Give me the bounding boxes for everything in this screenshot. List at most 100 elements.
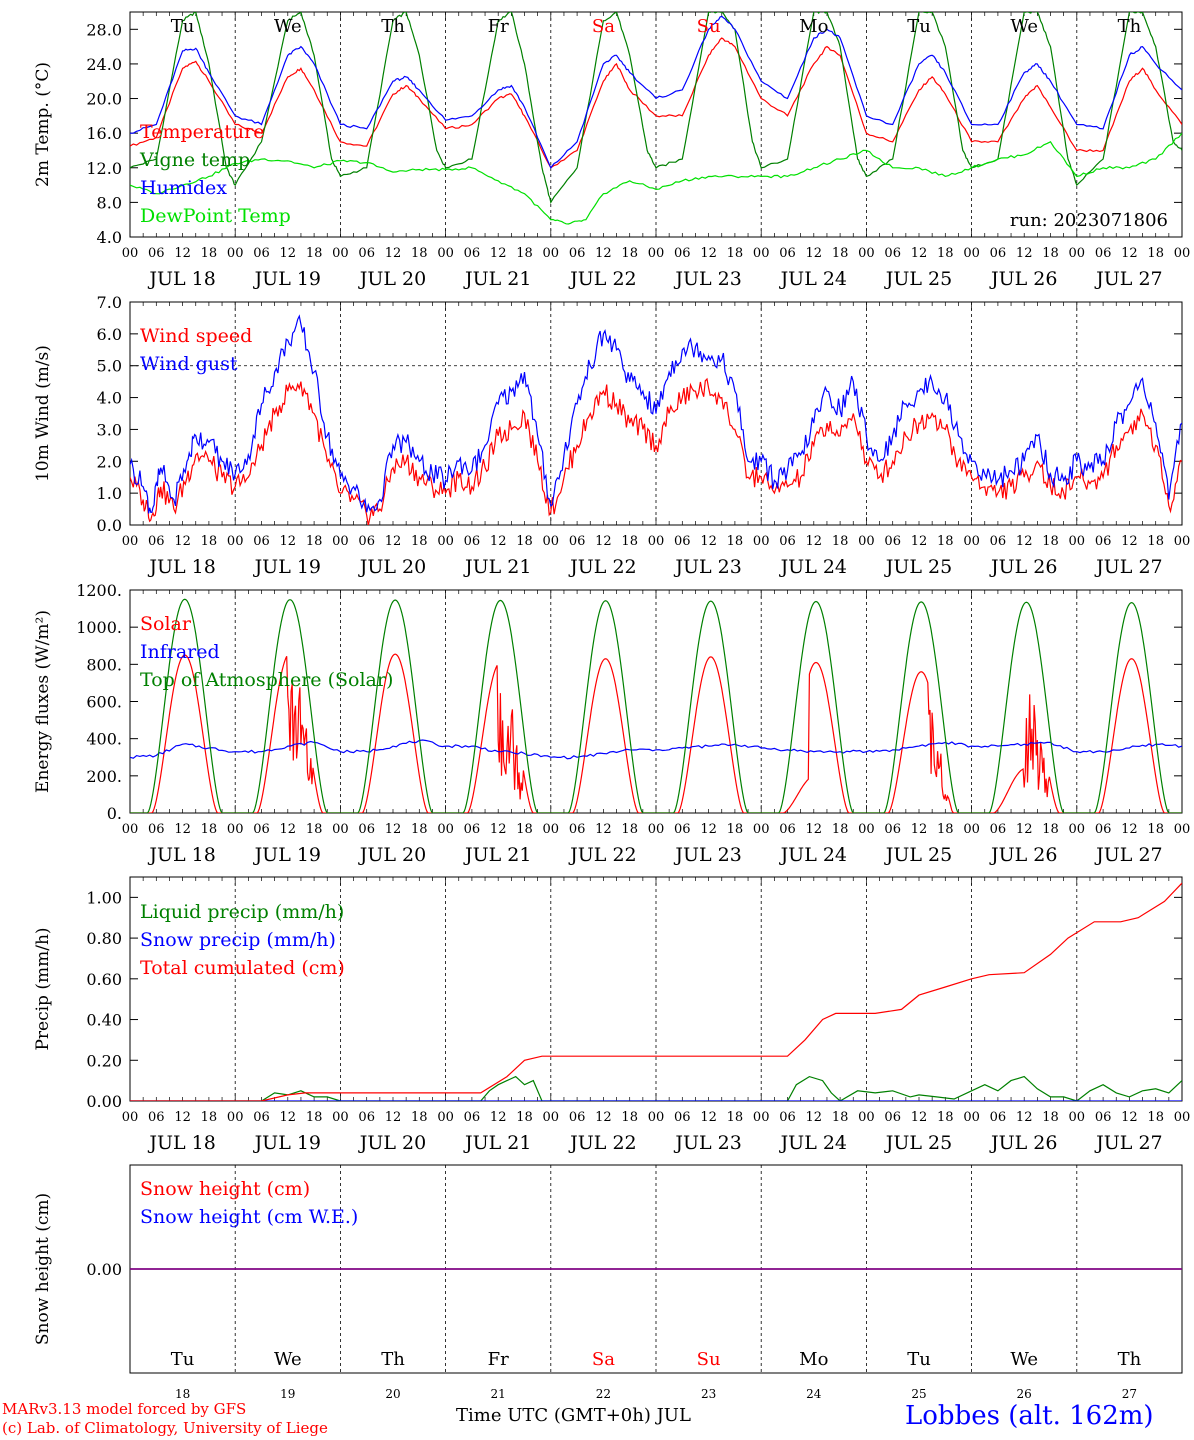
y-axis-label: Snow height (cm) [33, 1193, 53, 1345]
date-label: JUL 20 [358, 268, 426, 290]
hour-tick-label: 12 [174, 246, 191, 261]
hour-tick-label: 00 [543, 822, 560, 837]
series-line-3 [130, 15, 1182, 169]
hour-tick-label: 00 [648, 534, 665, 549]
date-label: JUL 25 [884, 268, 952, 290]
hour-tick-label: 00 [437, 534, 454, 549]
hour-tick-label: 12 [1016, 1110, 1033, 1125]
hour-tick-label: 06 [674, 534, 691, 549]
hour-tick-label: 18 [1042, 1110, 1059, 1125]
legend-entry: Snow height (cm W.E.) [140, 1206, 358, 1228]
hour-tick-label: 00 [963, 1110, 980, 1125]
weekday-label: Th [1118, 16, 1142, 37]
date-label: JUL 22 [568, 556, 636, 578]
series-line-4 [130, 132, 1182, 225]
y-tick-label: 0. [107, 804, 122, 823]
hour-tick-label: 06 [464, 246, 481, 261]
hour-tick-label: 00 [543, 1110, 560, 1125]
date-label: JUL 27 [1094, 556, 1162, 578]
date-label: JUL 21 [463, 844, 531, 866]
day-number-label: 24 [806, 1387, 822, 1401]
day-number-label: 22 [596, 1387, 611, 1401]
hour-tick-label: 06 [148, 822, 165, 837]
hour-tick-label: 12 [700, 246, 717, 261]
hour-tick-label: 00 [1069, 822, 1086, 837]
day-number-label: 27 [1122, 1387, 1137, 1401]
hour-tick-label: 06 [884, 534, 901, 549]
day-number-label: 21 [491, 1387, 506, 1401]
y-tick-label: 200. [86, 767, 122, 786]
weekday-label: Th [1118, 1349, 1142, 1370]
hour-tick-label: 12 [595, 822, 612, 837]
hour-tick-label: 06 [253, 534, 270, 549]
series-line-2 [130, 12, 1182, 205]
hour-tick-label: 00 [543, 246, 560, 261]
hour-tick-label: 12 [806, 1110, 823, 1125]
hour-tick-label: 00 [753, 534, 770, 549]
date-label: JUL 27 [1094, 844, 1162, 866]
y-tick-label: 1000. [76, 618, 122, 637]
panel-1: 4.0 8.0 12.0 16.0 20.0 24.0 28.0 2m Temp. (°C) T… [33, 11, 1190, 290]
y-axis-label: Energy fluxes (W/m²) [33, 610, 53, 793]
hour-tick-label: 00 [122, 1110, 139, 1125]
weekday-label: We [274, 16, 302, 37]
hour-tick-label: 06 [569, 246, 586, 261]
hour-tick-label: 06 [779, 1110, 796, 1125]
hour-tick-label: 00 [227, 822, 244, 837]
hour-tick-label: 18 [727, 534, 744, 549]
weekday-label: Su [697, 16, 721, 37]
y-tick-label: 16.0 [86, 124, 122, 143]
legend-entry: Snow precip (mm/h) [140, 929, 336, 951]
hour-tick-label: 18 [937, 534, 954, 549]
hour-tick-label: 12 [280, 1110, 297, 1125]
hour-tick-label: 00 [753, 1110, 770, 1125]
hour-tick-label: 18 [727, 246, 744, 261]
legend-entry: Temperature [140, 121, 264, 143]
hour-tick-label: 06 [464, 822, 481, 837]
hour-tick-label: 06 [990, 1110, 1007, 1125]
date-label: JUL 18 [147, 1132, 215, 1154]
hour-tick-label: 12 [174, 822, 191, 837]
hour-tick-label: 06 [464, 1110, 481, 1125]
date-label: JUL 21 [463, 268, 531, 290]
y-tick-label: 12.0 [86, 159, 122, 178]
y-tick-label: 4.0 [97, 389, 122, 408]
weekday-label: Th [381, 1349, 405, 1370]
weekday-label: Mo [799, 16, 828, 37]
hour-tick-label: 18 [411, 822, 428, 837]
series-line-1 [130, 377, 1182, 525]
series-line-3 [130, 882, 1182, 1101]
y-tick-label: 0.0 [97, 516, 122, 535]
y-axis-label: Precip (mm/h) [33, 927, 53, 1050]
hour-tick-label: 00 [437, 1110, 454, 1125]
hour-tick-label: 06 [148, 534, 165, 549]
hour-tick-label: 06 [990, 822, 1007, 837]
hour-tick-label: 12 [1121, 246, 1138, 261]
date-label: JUL 26 [989, 556, 1057, 578]
legend-entry: Snow height (cm) [140, 1178, 310, 1200]
panel-5: 0.00 Snow height (cm) Snow height (cm) Snow… [33, 1164, 1183, 1401]
date-label: JUL 22 [568, 1132, 636, 1154]
hour-tick-label: 00 [227, 1110, 244, 1125]
hour-tick-label: 18 [516, 822, 533, 837]
weekday-label: Tu [907, 16, 931, 37]
hour-tick-label: 18 [937, 246, 954, 261]
hour-tick-label: 12 [700, 822, 717, 837]
hour-tick-label: 12 [595, 246, 612, 261]
y-tick-label: 3.0 [97, 420, 122, 439]
hour-tick-label: 12 [385, 246, 402, 261]
hour-tick-label: 00 [753, 822, 770, 837]
day-number-label: 25 [911, 1387, 926, 1401]
date-label: JUL 24 [779, 844, 847, 866]
plots-layer: 4.0 8.0 12.0 16.0 20.0 24.0 28.0 2m Temp. (°C) T… [33, 11, 1190, 1401]
y-tick-label: 0.40 [86, 1011, 122, 1030]
hour-tick-label: 18 [832, 822, 849, 837]
hour-tick-label: 06 [464, 534, 481, 549]
hour-tick-label: 18 [1042, 534, 1059, 549]
hour-tick-label: 12 [595, 534, 612, 549]
hour-tick-label: 00 [858, 1110, 875, 1125]
hour-tick-label: 00 [1069, 246, 1086, 261]
hour-tick-label: 00 [437, 246, 454, 261]
hour-tick-label: 12 [490, 1110, 507, 1125]
